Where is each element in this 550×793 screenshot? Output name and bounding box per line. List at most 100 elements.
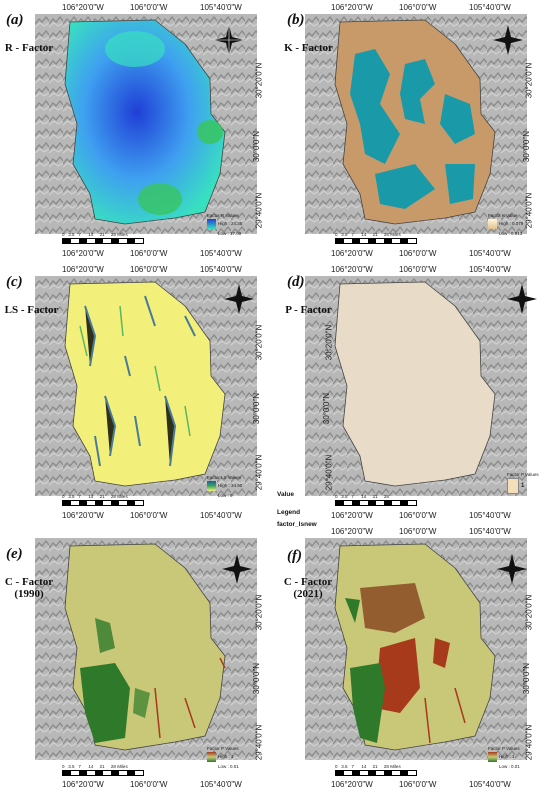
lat-tick: 30°20'0"N <box>254 594 264 631</box>
legend-low: Low : 0.01 <box>499 764 520 770</box>
panel-b: (b) K - Factor 106°20'0"W 106°0'0"W 105°… <box>275 0 550 262</box>
factor-title: P - Factor <box>285 304 332 316</box>
lon-tick: 106°20'0"W <box>331 527 373 536</box>
scale-bar <box>335 238 417 244</box>
lon-tick: 106°20'0"W <box>62 265 104 274</box>
lon-tick: 106°0'0"W <box>130 265 168 274</box>
lon-tick: 106°20'0"W <box>62 780 104 789</box>
lon-tick: 105°40'0"W <box>469 3 511 12</box>
panel-label: (a) <box>6 12 24 28</box>
legend-high: High : 1 <box>499 754 515 760</box>
lat-tick: 30°20'0"N <box>524 62 534 99</box>
factor-subtitle: (1990) <box>14 588 44 600</box>
map-e <box>35 538 257 760</box>
factor-title: R - Factor <box>4 42 54 54</box>
compass-rose-icon <box>214 25 244 55</box>
lon-tick: 106°0'0"W <box>399 527 437 536</box>
map-a <box>35 14 257 234</box>
map-c <box>35 276 257 496</box>
side-legend-label: Legend <box>277 509 301 516</box>
lon-tick: 105°40'0"W <box>469 780 511 789</box>
lon-tick: 106°20'0"W <box>62 3 104 12</box>
legend-high: High : 34.90 <box>218 483 243 489</box>
scale-bar <box>335 770 417 776</box>
lon-tick: 106°0'0"W <box>130 3 168 12</box>
map-f <box>305 538 527 760</box>
factor-title-text: C - Factor <box>4 576 54 588</box>
panel-a: (a) R - Factor 106°20'0"W 106°0'0"W 105°… <box>0 0 275 262</box>
scale-bar <box>62 500 144 506</box>
legend-low: Low : 17.09 <box>218 231 242 237</box>
lon-tick: 106°0'0"W <box>399 265 437 274</box>
side-value-label: Value <box>277 491 294 498</box>
lon-tick: 106°20'0"W <box>331 3 373 12</box>
panel-c: (c) LS - Factor 106°20'0"W 106°0'0"W 105… <box>0 262 275 524</box>
scale-ticks: 0 3.5 7 14 21 28 Miles <box>62 232 128 237</box>
factor-title: LS - Factor <box>4 304 59 316</box>
scale-bar <box>335 500 417 506</box>
lon-tick: 106°20'0"W <box>331 249 373 258</box>
legend-title: Factor R Values <box>207 213 239 218</box>
lon-tick: 106°20'0"W <box>331 265 373 274</box>
legend-title: Factor K Value <box>488 213 518 218</box>
panel-label: (e) <box>6 546 23 562</box>
lat-tick: 29°40'0"N <box>254 192 264 229</box>
legend-high: High : 24.35 <box>218 221 243 227</box>
factor-title-text: C - Factor <box>283 576 333 588</box>
lon-tick: 105°40'0"W <box>469 249 511 258</box>
lon-tick: 106°20'0"W <box>62 249 104 258</box>
lat-tick: 30°20'0"N <box>254 324 264 361</box>
legend: Factor P Values High : 1 Low : 0.01 <box>488 746 520 772</box>
lat-tick: 30°20'0"N <box>254 62 264 99</box>
lat-tick: 30°0'0"N <box>522 130 532 163</box>
legend-high: High : 0.079 <box>499 221 524 227</box>
panel-f: (f) C - Factor (2021) 106°20'0"W 106°0'0… <box>275 524 550 793</box>
lat-tick: 30°0'0"N <box>252 130 262 163</box>
panel-label: (f) <box>287 548 302 564</box>
lon-tick: 105°40'0"W <box>469 265 511 274</box>
legend-low: Low : 0.01 <box>218 764 239 770</box>
legend: Factor K Value High : 0.079 Low : 0.013 <box>488 213 523 239</box>
lon-tick: 106°0'0"W <box>130 511 168 520</box>
panel-label: (c) <box>6 274 23 290</box>
lat-tick: 29°40'0"N <box>254 454 264 491</box>
legend-low: Low : 0 <box>218 493 233 499</box>
legend-title: Factor P Values <box>207 746 239 751</box>
panel-d: (d) P - Factor 106°20'0"W 106°0'0"W 105°… <box>275 262 550 524</box>
compass-rose-icon <box>497 554 527 584</box>
side-layer-label: factor_lsnew <box>277 521 317 528</box>
legend-high: High : 1 <box>218 754 234 760</box>
lat-tick: 30°0'0"N <box>522 662 532 695</box>
lon-tick: 105°40'0"W <box>469 511 511 520</box>
lon-tick: 106°0'0"W <box>399 3 437 12</box>
legend-title: Factor P Values <box>488 746 520 751</box>
lat-tick: 30°20'0"N <box>324 324 334 361</box>
legend-title: Factor P Values <box>507 472 539 477</box>
factor-title: C - Factor (1990) <box>2 576 56 600</box>
lon-tick: 105°40'0"W <box>200 265 242 274</box>
map-d <box>305 276 527 496</box>
map-b <box>305 14 527 234</box>
lon-tick: 105°40'0"W <box>200 249 242 258</box>
panel-e: (e) C - Factor (1990) 30°20'0"N 30°0'0"N… <box>0 524 275 793</box>
factor-subtitle: (2021) <box>293 588 323 600</box>
region-outline <box>64 19 226 225</box>
legend-low: Low : 0.013 <box>499 231 523 237</box>
lon-tick: 105°40'0"W <box>200 3 242 12</box>
lat-tick: 29°40'0"N <box>324 454 334 491</box>
lon-tick: 105°40'0"W <box>200 511 242 520</box>
panel-label: (b) <box>287 12 305 28</box>
factor-title: K - Factor <box>284 42 333 54</box>
lat-tick: 29°40'0"N <box>524 192 534 229</box>
lon-tick: 106°0'0"W <box>130 249 168 258</box>
legend: Factor R Values High : 24.35 Low : 17.09 <box>207 213 242 239</box>
lat-tick: 29°40'0"N <box>254 724 264 761</box>
lat-tick: 30°20'0"N <box>524 594 534 631</box>
lat-tick: 30°0'0"N <box>252 662 262 695</box>
legend-title: Factor LS Values <box>207 475 242 480</box>
lon-tick: 106°20'0"W <box>331 511 373 520</box>
legend-value: 1 <box>521 483 525 490</box>
lon-tick: 105°40'0"W <box>469 527 511 536</box>
lon-tick: 106°20'0"W <box>62 511 104 520</box>
scale-ticks: 0 3.5 7 14 21 28 Miles <box>62 494 128 499</box>
